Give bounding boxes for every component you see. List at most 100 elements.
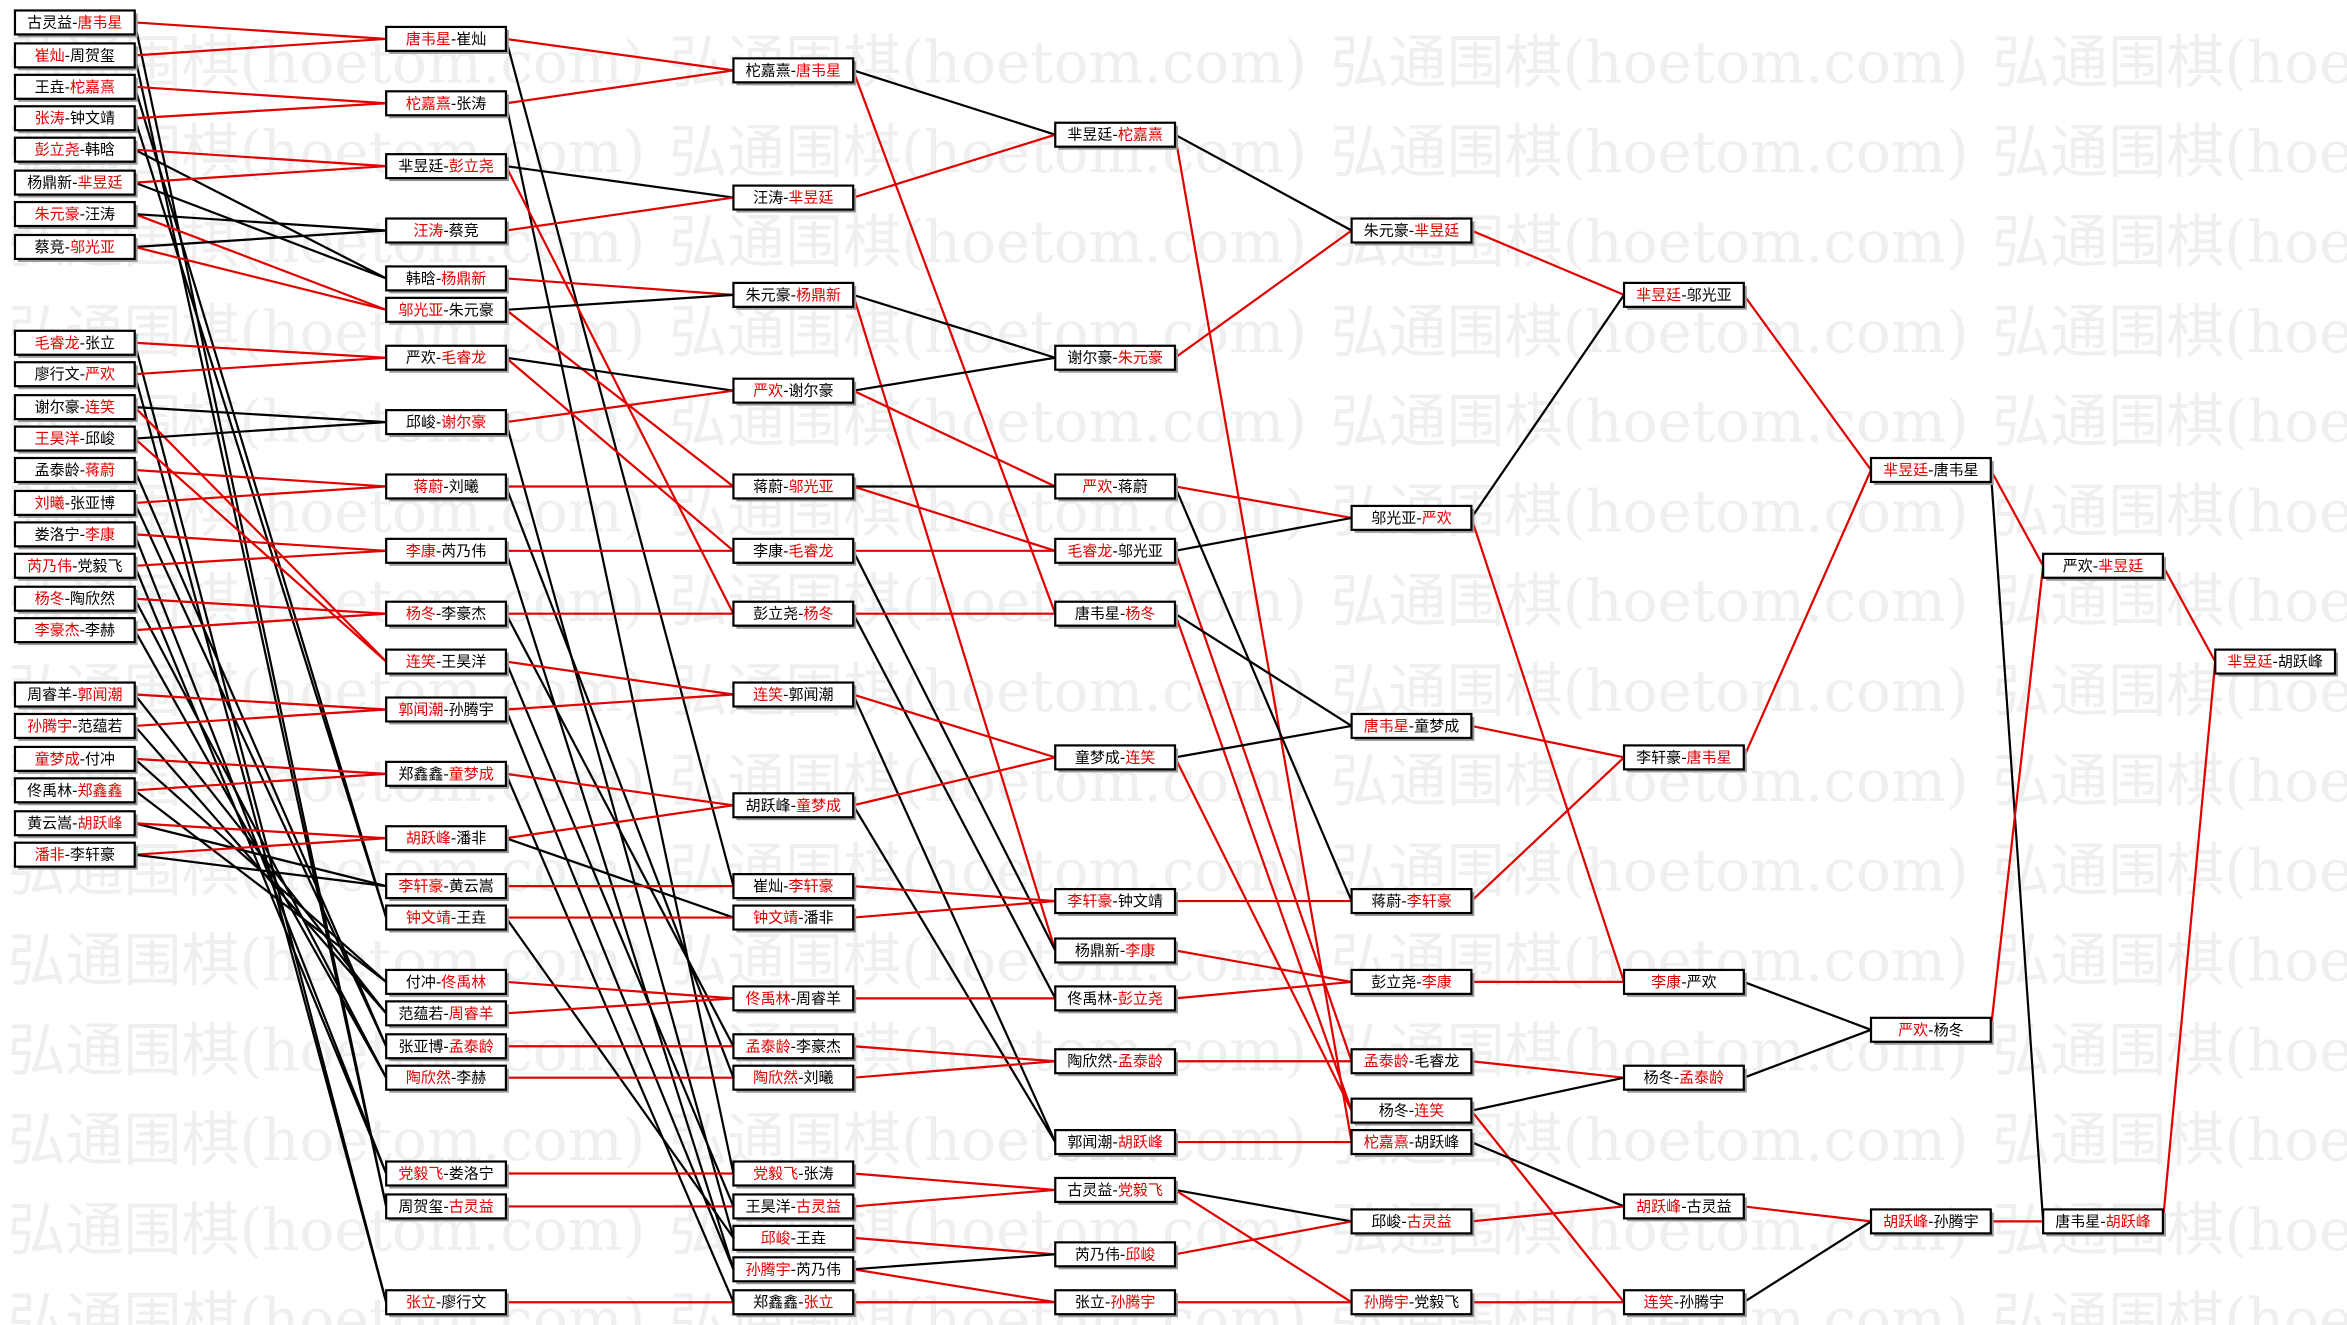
match-box [385,873,508,900]
match-label: 张立-孙腾宇 [1075,1293,1155,1311]
match-label: 杨鼎新-芈昱廷 [27,174,122,192]
player-name: 唐韦星 [1934,461,1979,479]
bracket-link [1174,1188,1352,1223]
player-name: 钟文靖 [1118,892,1163,910]
player-name: 连笑 [85,398,115,416]
bracket-link [1743,1220,1872,1304]
player-name: 李康 [406,542,436,560]
player-name: 汪涛 [85,205,115,223]
watermark-text: 弘通围棋(hoetom.com) [1331,567,1969,635]
bracket-link [1743,1028,1872,1079]
match-box [13,712,136,740]
match-box [385,25,508,52]
match-label: 王昊洋-邱峻 [35,430,115,448]
match-label: 李轩豪-黄云嵩 [398,877,493,895]
player-name: 邬光亚 [1118,542,1163,560]
player-name: 党毅飞 [753,1165,798,1183]
bracket-link [134,612,387,632]
bracket-link [134,148,387,168]
watermark-text: 弘通围棋(hoetom.com) [1992,1016,2347,1084]
player-name: 付冲 [85,750,115,768]
watermark-text: 弘通围棋(hoetom.com) [669,118,1307,186]
bracket-link [1742,294,1872,471]
separator: - [72,174,77,192]
match-box [13,585,136,612]
bracket-link [1174,516,1352,552]
watermark-text: 弘通围棋(hoetom.com) [1992,298,2347,366]
player-name: 佟禹林 [441,973,486,991]
match-box [13,361,136,388]
match-label: 孙腾宇-芮乃伟 [746,1260,841,1278]
player-name: 杨鼎新 [441,269,486,287]
player-name: 柁嘉熹 [1364,1133,1409,1151]
separator: - [72,686,77,704]
player-name: 蔡竞 [449,222,479,240]
player-name: 孟泰龄 [1364,1052,1409,1070]
match-label: 陶欣然-李赫 [406,1069,486,1087]
bracket-link [134,213,387,311]
player-name: 周贺玺 [398,1197,443,1215]
player-name: 芮乃伟 [1075,1245,1120,1263]
separator: - [443,700,448,718]
separator: - [783,477,788,495]
match-box [1054,1176,1177,1204]
player-name: 唐韦星 [1075,605,1120,623]
separator: - [80,461,85,479]
player-name: 杨冬 [1934,1021,1964,1039]
player-name: 王垚 [456,909,486,927]
bracket-link [134,181,387,280]
player-name: 李豪杰 [35,621,80,639]
match-label: 连笑-郭闻潮 [753,686,833,704]
player-name: 李豪杰 [441,605,486,623]
bracket-link [505,277,734,296]
match-box [385,600,508,627]
match-label: 唐韦星-童梦成 [1364,717,1459,735]
player-name: 周睿羊 [796,989,841,1007]
player-name: 唐韦星 [1687,748,1732,766]
match-box [1350,1289,1473,1316]
player-name: 周睿羊 [449,1004,494,1022]
separator: - [1112,989,1117,1007]
player-name: 朱元豪 [35,205,80,223]
match-box [385,1064,508,1091]
match-label: 邬光亚-严欢 [1371,509,1451,527]
player-name: 谢尔豪 [441,413,486,431]
bracket-link [134,853,387,888]
separator: - [443,765,448,783]
match-label: 娄洛宁-李康 [35,525,115,543]
separator: - [1928,1212,1933,1230]
player-name: 孙腾宇 [746,1260,791,1278]
player-name: 芈昱廷 [1414,222,1459,240]
player-name: 杨冬 [1644,1069,1674,1087]
player-name: 黄云嵩 [449,877,494,895]
separator: - [2093,557,2098,575]
bracket-link [134,229,387,249]
watermark-text: 弘通围棋(hoetom.com) [1992,388,2347,456]
match-box [1622,968,1745,995]
bracket-link [852,693,1056,759]
match-label: 杨冬-陶欣然 [35,590,115,608]
player-name: 张涛 [804,1165,834,1183]
player-name: 胡跃峰 [1414,1133,1459,1151]
bracket-link [1471,1205,1625,1223]
match-box [13,681,136,708]
bracket-link [1989,469,2045,567]
match-label: 毛睿龙-张立 [35,334,115,352]
match-box [13,169,136,196]
match-box [1054,344,1177,371]
separator: - [443,1037,448,1055]
match-label: 陶欣然-刘曦 [753,1069,833,1087]
match-label: 毛睿龙-邬光亚 [1067,542,1162,560]
separator: - [80,334,85,352]
bracket-link [1470,1109,1625,1303]
player-name: 廖行文 [441,1293,486,1311]
bracket-link [852,804,1057,1143]
player-name: 严欢 [1898,1021,1928,1039]
match-label: 蒋蔚-邬光亚 [753,477,833,495]
match-box [13,777,136,804]
player-name: 郭闻潮 [398,700,443,718]
player-name: 彭立尧 [1118,989,1163,1007]
bracket-link [852,69,1057,615]
match-box [385,473,508,500]
player-name: 古灵益 [796,1197,841,1215]
